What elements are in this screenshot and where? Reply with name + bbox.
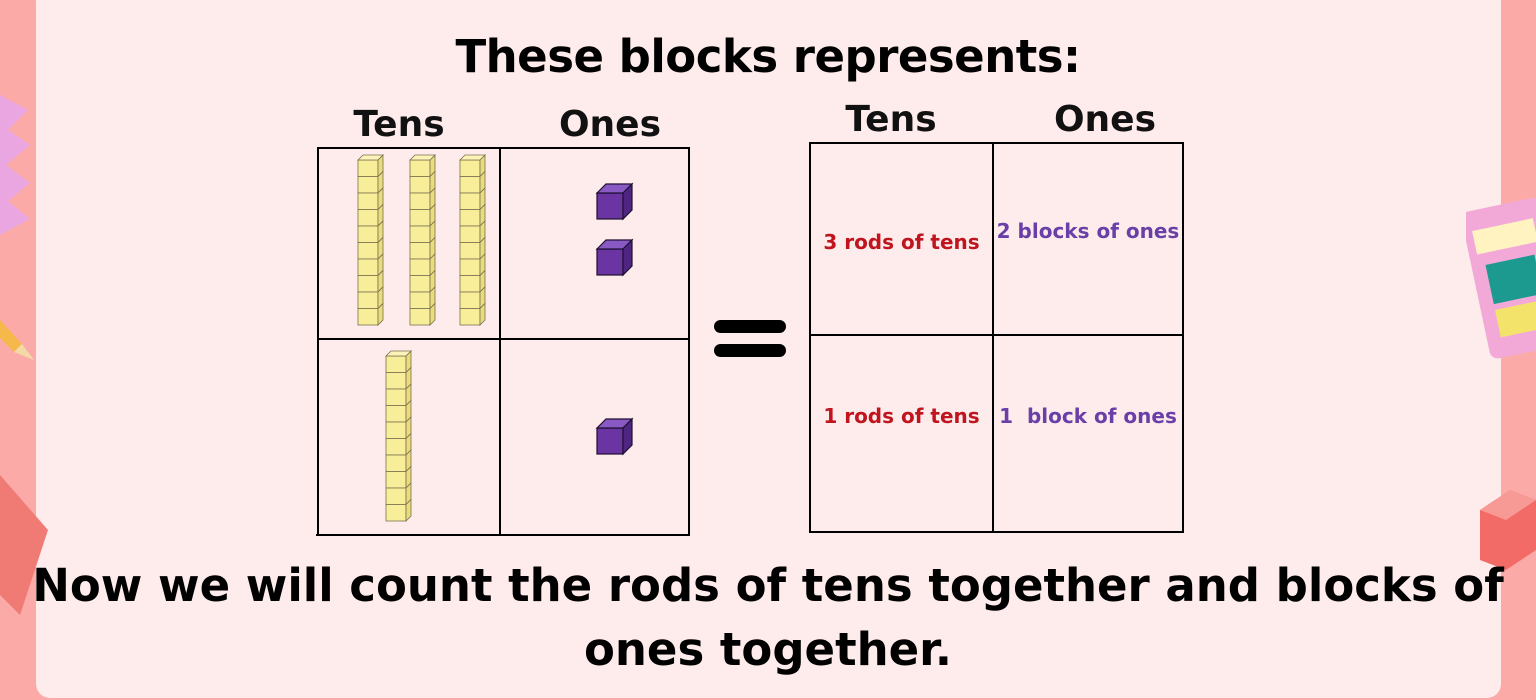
- left-header-tens: Tens: [353, 104, 445, 145]
- decor-pencil-icon: [0, 320, 34, 360]
- ones-cube-icon: [595, 182, 634, 221]
- ones-cube-icon: [595, 417, 634, 456]
- right-row-2-tens-text: 1 rods of tens: [823, 404, 980, 428]
- left-row-1-tens-cell: [319, 150, 499, 340]
- tens-rod-icon: [459, 154, 486, 326]
- left-row-1-ones-cell: [501, 150, 688, 340]
- right-row-2-ones-text: 1 block of ones: [999, 404, 1177, 428]
- footer-instruction: Now we will count the rods of tens toget…: [32, 559, 1504, 676]
- decor-calculator-icon: [1466, 198, 1536, 359]
- right-header-tens: Tens: [845, 99, 937, 140]
- right-header-ones: Ones: [1053, 99, 1157, 140]
- equals-icon: [714, 320, 786, 357]
- tens-rod-icon: [385, 350, 412, 522]
- decor-cube-right-icon: [1480, 490, 1536, 570]
- tens-rod-icon: [409, 154, 436, 326]
- tens-rod-icon: [357, 154, 384, 326]
- decor-cube-left-icon: [0, 475, 48, 615]
- left-row-2-ones-cell: [501, 341, 688, 537]
- ones-cube-icon: [595, 238, 634, 277]
- left-row-2-tens-cell: [319, 341, 499, 537]
- left-header-ones: Ones: [558, 104, 662, 145]
- decor-left-zigzag-icon: [0, 95, 30, 235]
- page-title: These blocks represents:: [455, 30, 1081, 83]
- right-row-1-ones-text: 2 blocks of ones: [996, 219, 1180, 243]
- right-row-1-tens-text: 3 rods of tens: [823, 230, 980, 254]
